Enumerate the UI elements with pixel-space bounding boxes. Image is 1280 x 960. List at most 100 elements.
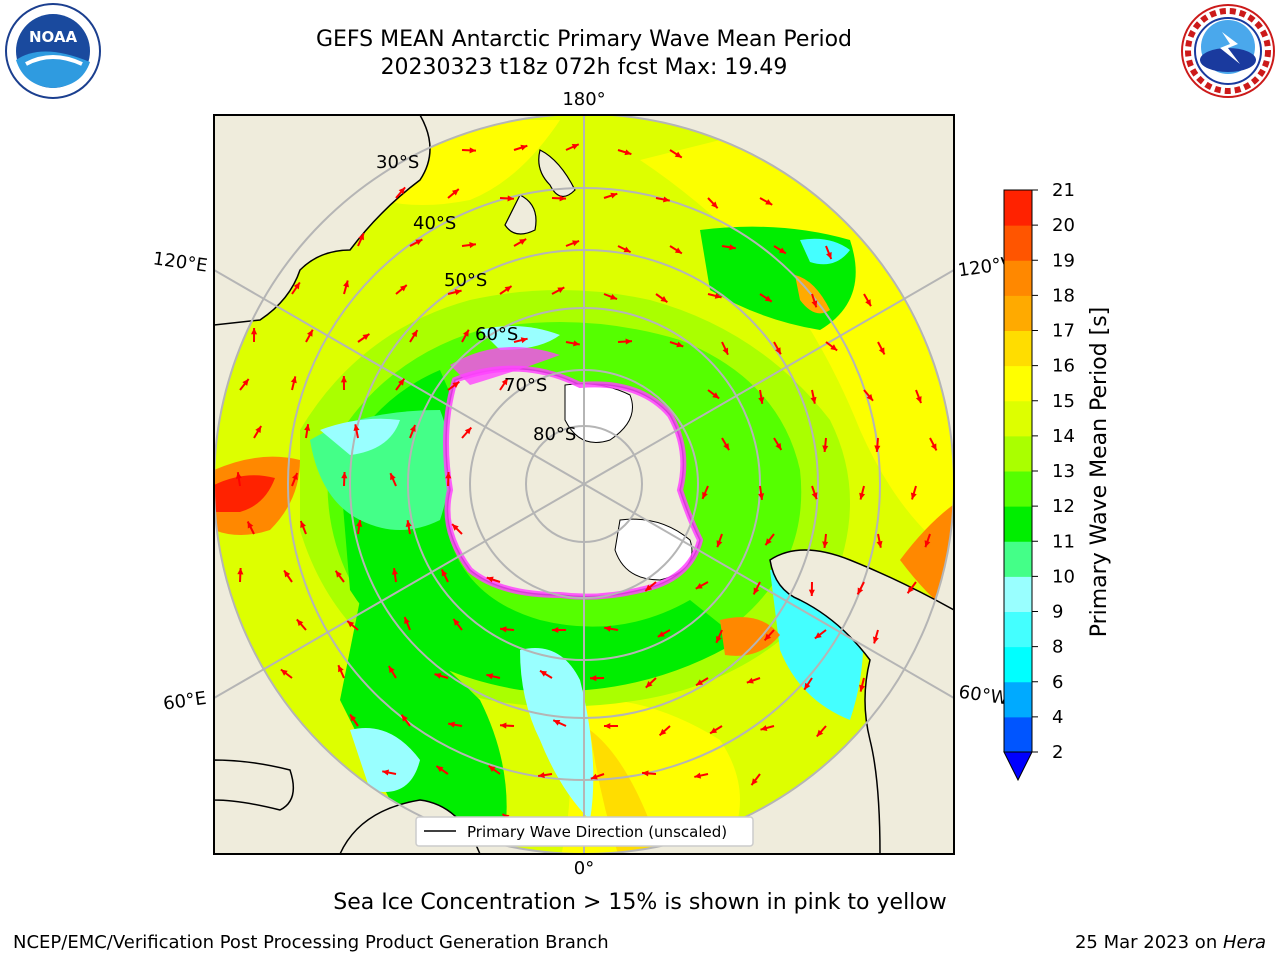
colorbar-tick-label: 15 bbox=[1052, 391, 1075, 412]
wave-arrow-head bbox=[399, 285, 407, 292]
wave-arrow-head bbox=[340, 376, 347, 383]
wave-arrow-head bbox=[590, 675, 597, 682]
wave-arrow-head bbox=[760, 725, 768, 731]
wave-arrow-head bbox=[811, 492, 818, 500]
wave-arrow-head bbox=[604, 722, 611, 730]
wave-arrow-head bbox=[623, 246, 631, 253]
wave-arrow-head bbox=[237, 568, 244, 575]
chart-subtitle: 20230323 t18z 072h fcst Max: 19.49 bbox=[380, 55, 788, 80]
wave-arrow-head bbox=[808, 589, 815, 596]
wave-arrow-head bbox=[660, 296, 668, 303]
wave-arrow-head bbox=[500, 722, 507, 729]
wave-arrow-head bbox=[284, 570, 291, 578]
wave-arrow-head bbox=[702, 491, 708, 499]
wave-arrow-head bbox=[804, 682, 811, 690]
wave-arrow-head bbox=[343, 280, 349, 288]
colorbar-bin bbox=[1004, 681, 1032, 718]
wave-arrow-head bbox=[878, 347, 885, 355]
wave-arrow-head bbox=[712, 392, 720, 399]
wave-arrow-head bbox=[448, 721, 455, 728]
wave-arrow-head bbox=[552, 626, 559, 634]
wave-arrow-head bbox=[520, 144, 528, 151]
sea-ice-edge bbox=[443, 365, 704, 600]
wave-arrow-head bbox=[434, 672, 442, 679]
wave-arrow-head bbox=[645, 584, 653, 592]
wave-arrow-head bbox=[676, 341, 684, 348]
wave-arrow-head bbox=[507, 195, 514, 202]
wave-arrow-head bbox=[501, 378, 508, 386]
lat-label-80s: 80°S bbox=[533, 424, 576, 445]
graticule bbox=[214, 115, 954, 854]
wave-arrow-head bbox=[716, 635, 722, 643]
wave-arrow-head bbox=[464, 427, 472, 435]
colorbar-tick-label: 19 bbox=[1052, 250, 1075, 271]
wave-arrow-head bbox=[571, 144, 579, 150]
colorbar-tick-label: 9 bbox=[1052, 602, 1063, 623]
wave-arrow-head bbox=[758, 493, 765, 500]
wave-arrow-head bbox=[572, 240, 580, 247]
wave-arrow-head bbox=[356, 520, 363, 527]
wave-arrow-head bbox=[915, 396, 922, 404]
wave-arrow-head bbox=[463, 329, 469, 337]
wave-arrow-head bbox=[746, 677, 754, 684]
wave-arrow-head bbox=[573, 340, 580, 347]
wave-arrow-head bbox=[304, 424, 311, 431]
wave-arrow-head bbox=[292, 473, 298, 480]
wave-arrow-head bbox=[872, 636, 879, 644]
colorbar-extend-triangle bbox=[1003, 751, 1033, 782]
australia bbox=[214, 115, 431, 326]
wave-arrow-head bbox=[335, 570, 342, 578]
wave-arrow-head bbox=[486, 673, 494, 680]
wave-arrow-head bbox=[859, 684, 866, 692]
wave-arrow-head bbox=[723, 443, 730, 451]
wave-arrow-head bbox=[751, 778, 758, 786]
colorbar-label: Primary Wave Mean Period [s] bbox=[1087, 307, 1112, 638]
wave-arrow-head bbox=[710, 727, 718, 734]
lon-label-60e: 60°E bbox=[162, 688, 208, 715]
colorbar-bin bbox=[1004, 190, 1032, 226]
wave-arrow-head bbox=[645, 681, 653, 688]
lat-label-70s: 70°S bbox=[504, 375, 547, 396]
field-cyan-s bbox=[520, 648, 594, 820]
colorbar-tick-label: 18 bbox=[1052, 285, 1075, 306]
wave-arrow-head bbox=[382, 769, 390, 776]
wave-arrow-head bbox=[353, 424, 360, 432]
wave-arrow-head bbox=[520, 337, 528, 344]
wave-arrow-head bbox=[293, 282, 300, 290]
lat-label-50s: 50°S bbox=[444, 270, 487, 291]
wave-arrow-head bbox=[625, 338, 632, 345]
wave-arrow-head bbox=[778, 247, 786, 254]
wave-arrow-head bbox=[674, 151, 682, 158]
wave-arrow-head bbox=[519, 239, 527, 245]
lat-label-60s: 60°S bbox=[475, 324, 518, 345]
wave-arrow-head bbox=[764, 633, 772, 641]
field-cyan-w2 bbox=[320, 418, 400, 455]
wave-arrow-head bbox=[696, 679, 704, 686]
wave-arrow-head bbox=[469, 147, 476, 154]
wave-arrow-head bbox=[415, 239, 423, 246]
wave-arrow-head bbox=[296, 619, 304, 627]
wave-arrow-head bbox=[657, 631, 665, 637]
wave-arrow-head bbox=[716, 540, 723, 548]
wave-arrow-head bbox=[695, 583, 703, 589]
wave-arrow-head bbox=[398, 187, 406, 195]
footer-date: 25 Mar 2023 on Hera bbox=[1075, 932, 1266, 953]
wave-arrow-head bbox=[753, 587, 760, 595]
wave-arrow-head bbox=[816, 729, 824, 737]
field-cyan-sw bbox=[350, 728, 420, 792]
wave-arrow-head bbox=[810, 396, 817, 404]
colorbar-tick-label: 13 bbox=[1052, 461, 1075, 482]
wave-arrow-head bbox=[907, 586, 914, 594]
south-america bbox=[769, 549, 954, 854]
wave-arrow-head bbox=[642, 770, 649, 777]
wave-direction-arrows bbox=[235, 143, 938, 830]
wave-arrow-head bbox=[341, 472, 348, 479]
colorbar-bin bbox=[1004, 611, 1032, 648]
wave-arrow-head bbox=[764, 295, 772, 302]
wave-arrow-head bbox=[910, 492, 917, 500]
colorbar-tick-label: 20 bbox=[1052, 215, 1075, 236]
wave-arrow-head bbox=[451, 189, 459, 196]
lon-label-120e: 120°E bbox=[152, 248, 209, 276]
footer-date-text: 25 Mar 2023 on bbox=[1074, 932, 1223, 953]
lon-label-60w: 60°W bbox=[957, 682, 1009, 710]
